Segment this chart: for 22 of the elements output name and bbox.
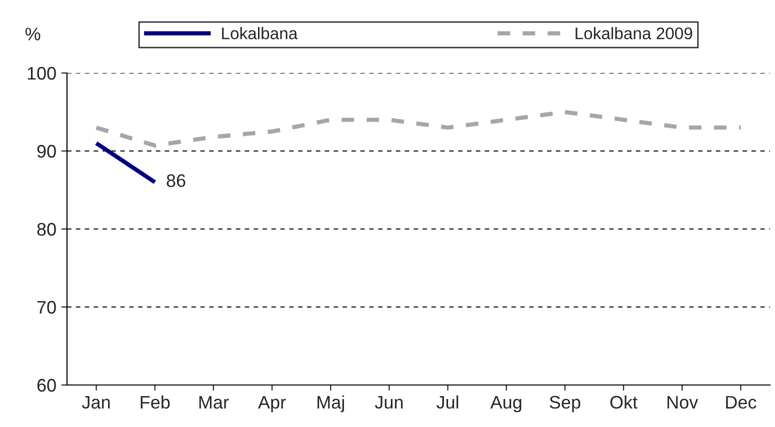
x-tick-label: Feb bbox=[140, 395, 170, 409]
x-tick-label: Okt bbox=[610, 395, 638, 409]
y-tick-label: 80 bbox=[37, 222, 56, 236]
x-tick-label: Apr bbox=[258, 396, 286, 412]
x-tick-label: Dec bbox=[726, 396, 756, 409]
y-tick-label: 60 bbox=[37, 378, 56, 392]
y-axis-title: % bbox=[25, 28, 40, 40]
x-tick-label: Mar bbox=[199, 396, 229, 409]
x-tick-label: Nov bbox=[668, 396, 698, 409]
x-tick-label: Sep bbox=[550, 396, 580, 412]
x-tick-label: Jan bbox=[82, 396, 110, 409]
annotation: 86 bbox=[166, 174, 186, 188]
line-series bbox=[94, 110, 743, 148]
x-tick-label: Aug bbox=[490, 396, 522, 412]
x-tick-label: Jul bbox=[436, 395, 458, 409]
y-tick-label: 70 bbox=[37, 300, 56, 314]
x-tick-label: Maj bbox=[318, 395, 344, 412]
y-tick-label: 100 bbox=[28, 66, 56, 80]
legend-label: Lokalbana 2009 bbox=[576, 27, 692, 40]
legend-label: Lokalbana bbox=[222, 27, 298, 40]
y-tick-label: 90 bbox=[37, 144, 56, 158]
x-tick-label: Jun bbox=[374, 396, 403, 409]
